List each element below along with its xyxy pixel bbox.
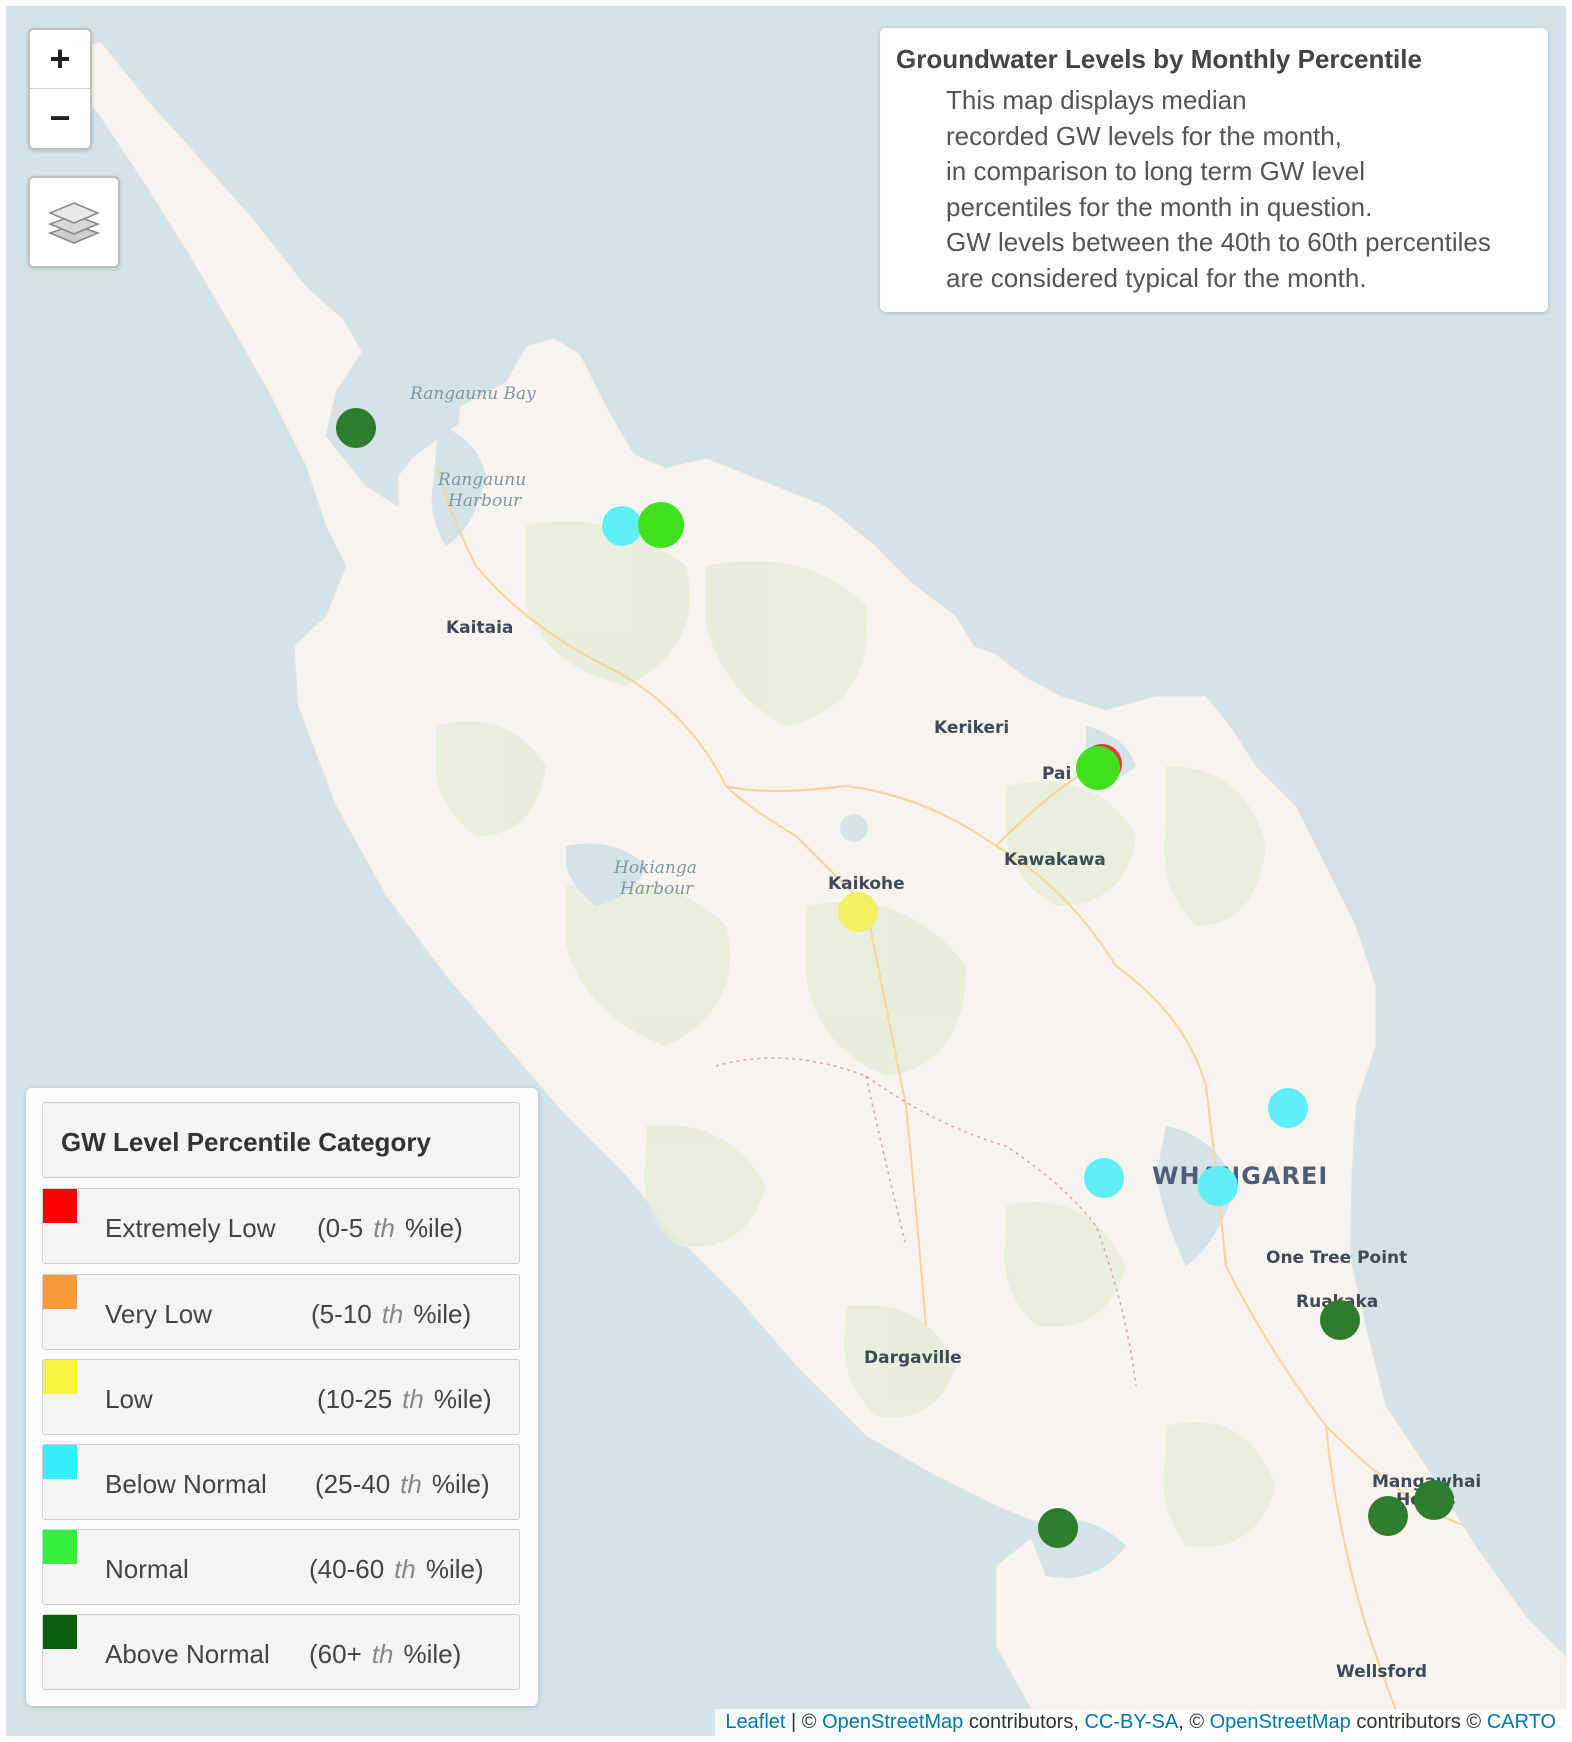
zoom-in-button[interactable]: + — [49, 38, 71, 79]
info-title: Groundwater Levels by Monthly Percentile — [896, 44, 1422, 74]
gw-marker-5[interactable] — [1076, 746, 1120, 790]
info-line-3: in comparison to long term GW level — [946, 156, 1366, 186]
gw-marker-7[interactable] — [1268, 1088, 1308, 1128]
legend-swatch — [43, 1189, 77, 1223]
legend-range: (5-10 th %ile) — [311, 1299, 472, 1329]
info-line-6: are considered typical for the month. — [946, 262, 1367, 293]
map-attribution: Leaflet | © OpenStreetMap contributors, … — [715, 1709, 1566, 1736]
legend-row-above-normal: Above Normal (60+ th %ile) — [42, 1614, 520, 1690]
legend-swatch — [43, 1360, 77, 1394]
info-line-4: percentiles for the month in question. — [946, 191, 1373, 222]
water-label-rangaunu: Rangaunu — [438, 470, 527, 490]
legend-swatch — [43, 1445, 77, 1479]
gw-marker-2[interactable] — [602, 506, 642, 546]
cc-by-sa-link[interactable]: CC-BY-SA — [1084, 1711, 1179, 1733]
legend-range: (25-40 th %ile) — [315, 1469, 490, 1499]
info-line-5: GW levels between the 40th to 60th perce… — [946, 227, 1491, 257]
city-label-whangarei: WHANGAREI — [1152, 1162, 1329, 1190]
zoom-out-button[interactable]: − — [30, 88, 90, 147]
legend-swatch — [43, 1615, 77, 1649]
map[interactable]: Kaitaia Kerikeri Pai Kawakawa Kaikohe On… — [6, 6, 1566, 1736]
legend-row-normal: Normal (40-60 th %ile) — [42, 1529, 520, 1605]
gw-marker-1[interactable] — [336, 408, 376, 448]
legend-range: (10-25 th %ile) — [317, 1384, 492, 1414]
place-label-kaikohe: Kaikohe — [828, 874, 905, 894]
place-label-kawakawa: Kawakawa — [1004, 850, 1106, 870]
gw-marker-12[interactable] — [1368, 1496, 1408, 1536]
legend-label: Normal — [105, 1554, 189, 1584]
legend-range: (60+ th %ile) — [309, 1639, 462, 1669]
gw-marker-6[interactable] — [838, 892, 878, 932]
legend-label: Above Normal — [105, 1639, 270, 1669]
place-label-kerikeri: Kerikeri — [934, 718, 1010, 738]
gw-marker-10[interactable] — [1320, 1300, 1360, 1340]
info-line-2: recorded GW levels for the month, — [946, 120, 1342, 151]
legend-swatch — [43, 1530, 77, 1564]
legend-label: Very Low — [105, 1299, 212, 1329]
zoom-control: + − — [28, 28, 92, 150]
legend-label: Extremely Low — [105, 1213, 276, 1243]
map-basemap — [55, 41, 1566, 1736]
legend-label: Below Normal — [105, 1469, 267, 1499]
legend-title: GW Level Percentile Category — [42, 1102, 520, 1178]
legend-label: Low — [105, 1384, 153, 1414]
legend-row-very-low: Very Low (5-10 th %ile) — [42, 1274, 520, 1350]
layers-icon — [47, 202, 101, 244]
osm-link[interactable]: OpenStreetMap — [822, 1711, 964, 1733]
gw-marker-13[interactable] — [1038, 1508, 1078, 1548]
place-label-one-tree-point: One Tree Point — [1266, 1248, 1408, 1268]
legend-swatch — [43, 1275, 77, 1309]
legend-row-below-normal: Below Normal (25-40 th %ile) — [42, 1444, 520, 1520]
legend-range: (40-60 th %ile) — [309, 1554, 484, 1584]
layers-button[interactable] — [28, 176, 120, 268]
osm-link-2[interactable]: OpenStreetMap — [1209, 1711, 1351, 1733]
legend-range: (0-5 th %ile) — [317, 1213, 463, 1243]
place-label-kaitaia: Kaitaia — [446, 618, 514, 638]
forest-areas — [436, 521, 1276, 1548]
info-panel: Groundwater Levels by Monthly Percentile… — [880, 28, 1548, 312]
carto-link[interactable]: CARTO — [1486, 1711, 1556, 1733]
place-label-paihia: Pai — [1042, 764, 1072, 784]
gw-marker-8[interactable] — [1084, 1158, 1124, 1198]
water-label-hokianga-harbour: Harbour — [620, 879, 694, 899]
water-label-rangaunu-harbour: Harbour — [448, 491, 522, 511]
water-label-hokianga: Hokianga — [614, 858, 697, 878]
harbours — [431, 426, 1236, 1578]
gw-marker-9[interactable] — [1198, 1166, 1238, 1206]
place-label-dargaville: Dargaville — [864, 1348, 962, 1368]
legend-row-extremely-low: Extremely Low (0-5 th %ile) — [42, 1188, 520, 1264]
gw-marker-11[interactable] — [1414, 1480, 1454, 1520]
land-northland — [55, 41, 1566, 1736]
place-label-wellsford: Wellsford — [1336, 1662, 1428, 1682]
legend-row-low: Low (10-25 th %ile) — [42, 1359, 520, 1435]
info-line-1: This map displays median — [946, 85, 1247, 115]
legend: GW Level Percentile Category Extremely L… — [26, 1088, 538, 1706]
boundaries — [715, 1057, 1137, 1387]
water-label-rangaunu-bay: Rangaunu Bay — [410, 384, 536, 404]
leaflet-link[interactable]: Leaflet — [725, 1711, 786, 1733]
gw-marker-3[interactable] — [638, 502, 684, 548]
